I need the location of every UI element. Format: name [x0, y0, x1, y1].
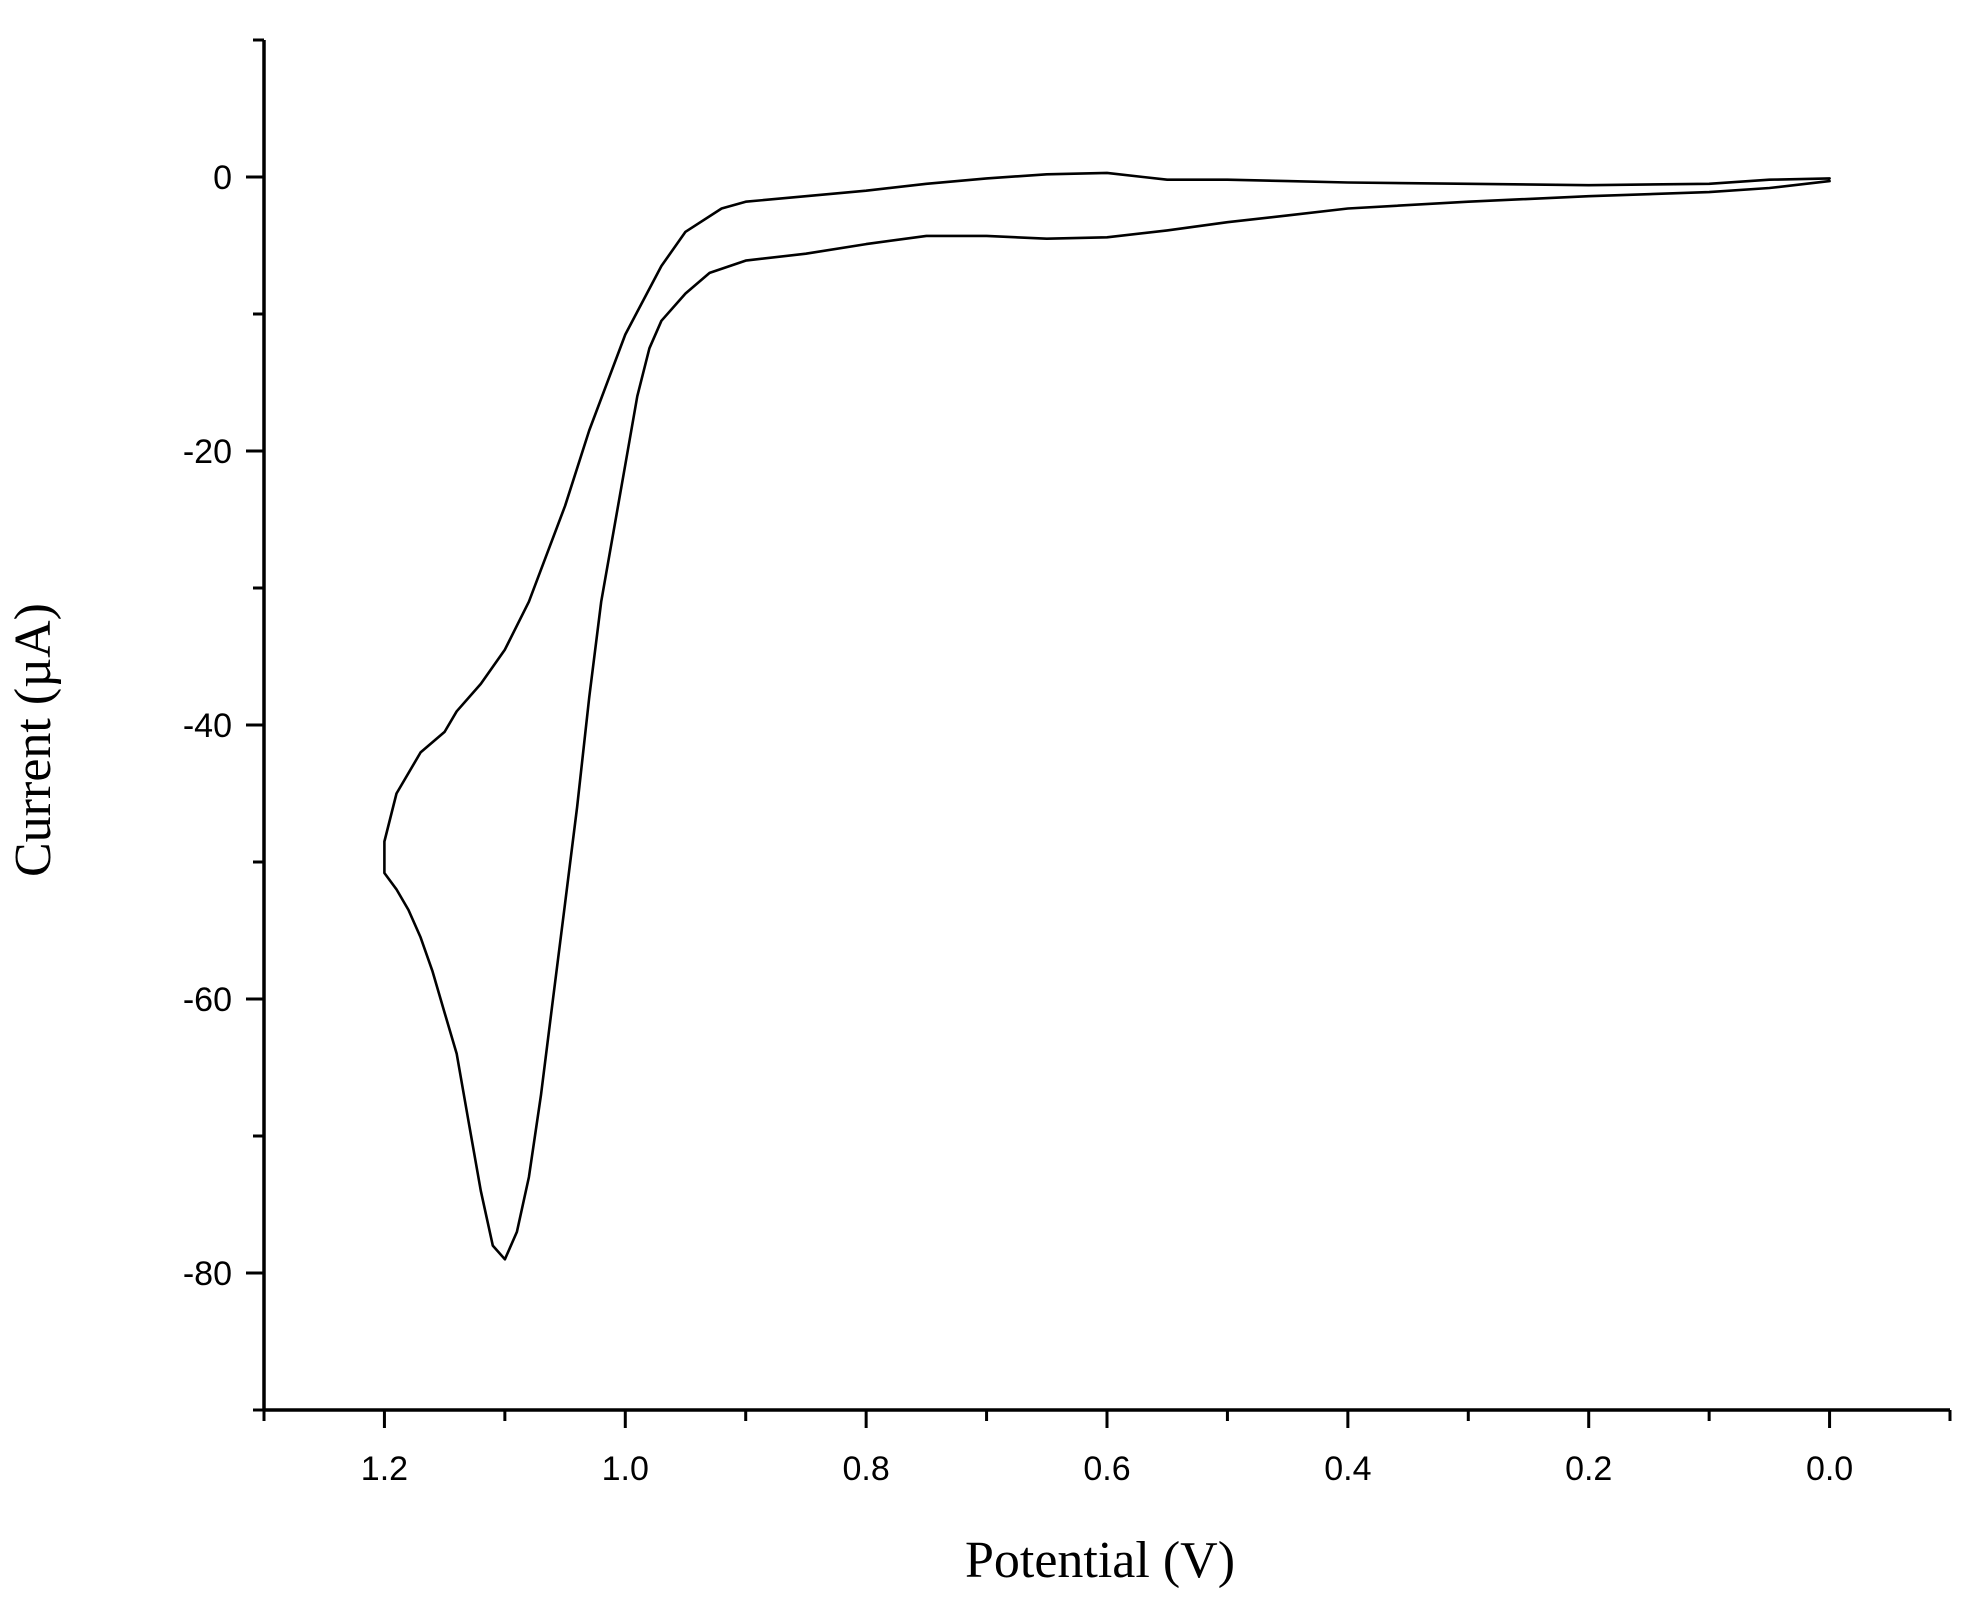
x-axis-ticks: [262, 1410, 1952, 1428]
x-axis-tick-labels: 1.2 1.0 0.8 0.6 0.4 0.2 0.0: [361, 1450, 1853, 1488]
y-axis-tick-labels: 0 -20 -40 -60 -80: [183, 159, 232, 1293]
x-tick-label: 0.2: [1565, 1450, 1612, 1488]
y-tick-label: -60: [183, 981, 232, 1019]
y-tick-label: -20: [183, 433, 232, 471]
x-axis-title: Potential (V): [965, 1532, 1235, 1589]
cv-curve-line: [383, 171, 1831, 1261]
y-axis-ticks: [246, 38, 264, 1412]
x-tick-label: 0.6: [1083, 1450, 1130, 1488]
y-tick-label: 0: [213, 159, 232, 197]
y-tick-label: -80: [183, 1255, 232, 1293]
axes: [262, 40, 1950, 1412]
y-axis-title: Current (µA): [5, 603, 62, 877]
x-tick-label: 0.8: [843, 1450, 890, 1488]
x-tick-label: 1.2: [361, 1450, 408, 1488]
series-layer: [383, 171, 1831, 1261]
x-tick-label: 0.4: [1324, 1450, 1371, 1488]
x-tick-label: 0.0: [1806, 1450, 1853, 1488]
x-tick-label: 1.0: [602, 1450, 649, 1488]
y-tick-label: -40: [183, 707, 232, 745]
